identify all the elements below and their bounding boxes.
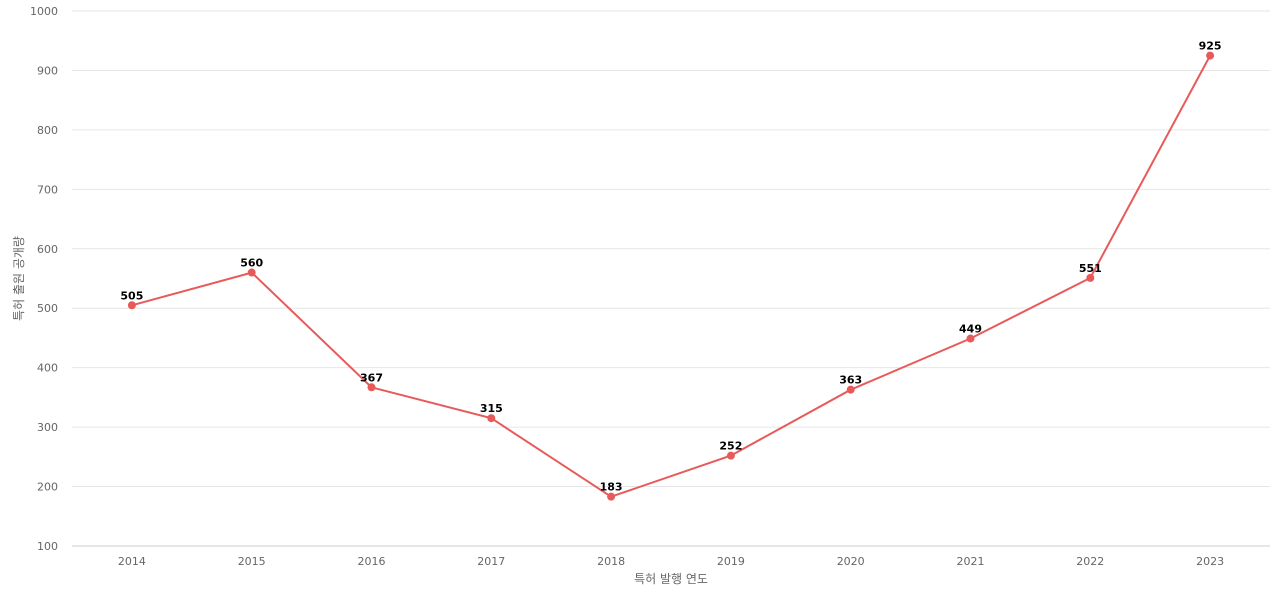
y-tick-label: 200 <box>37 481 58 494</box>
y-tick-label: 400 <box>37 362 58 375</box>
data-point <box>1086 273 1095 282</box>
data-points <box>127 51 1215 501</box>
y-tick-label: 1000 <box>30 5 58 18</box>
x-axis-ticks: 2014 2015 2016 2017 2018 2019 2020 2021 2022 2023 <box>118 555 1224 568</box>
x-tick-label: 2017 <box>477 555 505 568</box>
data-label: 363 <box>839 374 862 387</box>
x-tick-label: 2018 <box>597 555 625 568</box>
data-label: 551 <box>1079 262 1102 275</box>
x-tick-label: 2022 <box>1076 555 1104 568</box>
data-label: 505 <box>120 289 143 302</box>
data-labels: 505 560 367 315 183 252 363 449 551 925 <box>120 40 1221 494</box>
y-tick-label: 700 <box>37 183 58 196</box>
x-tick-label: 2021 <box>957 555 985 568</box>
y-axis-title: 특허 출원 공개량 <box>12 236 26 321</box>
y-tick-label: 100 <box>37 540 58 553</box>
data-point <box>726 451 735 460</box>
series-line <box>131 55 1211 498</box>
x-tick-label: 2015 <box>238 555 266 568</box>
grid <box>72 10 1270 488</box>
x-axis-title: 특허 발행 연도 <box>634 571 708 586</box>
data-point <box>487 414 496 423</box>
data-label: 925 <box>1199 40 1222 53</box>
data-label: 315 <box>480 402 503 415</box>
data-label: 183 <box>600 481 623 494</box>
x-tick-label: 2016 <box>358 555 386 568</box>
data-label: 367 <box>360 371 383 384</box>
y-tick-label: 900 <box>37 64 58 77</box>
x-tick-label: 2023 <box>1196 555 1224 568</box>
data-point <box>607 492 616 501</box>
data-label: 560 <box>240 257 263 270</box>
data-point <box>247 268 256 277</box>
data-point <box>127 301 136 310</box>
y-tick-label: 600 <box>37 243 58 256</box>
data-point <box>1206 51 1215 60</box>
x-tick-label: 2019 <box>717 555 745 568</box>
y-tick-label: 800 <box>37 124 58 137</box>
y-tick-label: 500 <box>37 302 58 315</box>
y-tick-label: 300 <box>37 421 58 434</box>
y-axis-ticks: 100 200 300 400 500 600 700 800 900 1000 <box>30 5 58 553</box>
x-tick-label: 2014 <box>118 555 146 568</box>
data-label: 449 <box>959 323 982 336</box>
data-point <box>846 385 855 394</box>
x-tick-label: 2020 <box>837 555 865 568</box>
data-point <box>367 383 376 392</box>
data-label: 252 <box>719 440 742 453</box>
data-point <box>966 334 975 343</box>
